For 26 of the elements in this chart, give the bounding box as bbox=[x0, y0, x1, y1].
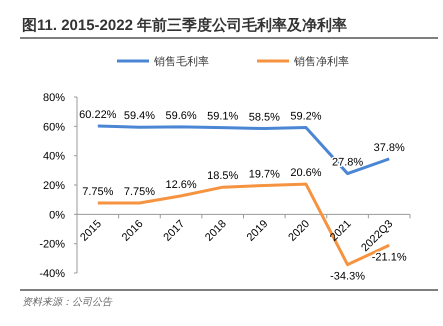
data-label: -34.3% bbox=[330, 270, 366, 283]
y-tick-label: -40% bbox=[39, 268, 66, 280]
text: 资料来源：公司公告 bbox=[22, 296, 113, 308]
data-label: 59.6% bbox=[165, 110, 197, 122]
data-label: 12.6% bbox=[165, 178, 197, 191]
data-label: 60.22% bbox=[79, 109, 117, 122]
data-label: 37.8% bbox=[374, 142, 405, 154]
data-label: 20.6% bbox=[290, 167, 322, 180]
data-label: 59.1% bbox=[207, 110, 238, 123]
y-tick-label: -20% bbox=[39, 238, 66, 251]
legend-label: 销售净利率 bbox=[293, 55, 349, 68]
y-tick-label: 20% bbox=[42, 180, 66, 192]
data-label: 7.75% bbox=[124, 186, 156, 198]
y-tick-label: 40% bbox=[42, 150, 66, 163]
data-label: -21.1% bbox=[372, 251, 407, 264]
y-tick-label: 0% bbox=[49, 209, 66, 222]
y-tick-label: 60% bbox=[42, 121, 66, 134]
y-tick-label: 80% bbox=[42, 92, 66, 104]
data-label: 59.2% bbox=[290, 110, 322, 123]
data-label: 58.5% bbox=[248, 112, 280, 124]
legend-label: 销售毛利率 bbox=[153, 55, 209, 68]
chart-title: 图11. 2015-2022 年前三季度公司毛利率及净利率 bbox=[22, 16, 348, 34]
data-label: 59.4% bbox=[124, 110, 156, 122]
data-label: 19.7% bbox=[248, 168, 280, 180]
data-label: 7.75% bbox=[82, 186, 114, 198]
data-label: 18.5% bbox=[207, 170, 238, 182]
